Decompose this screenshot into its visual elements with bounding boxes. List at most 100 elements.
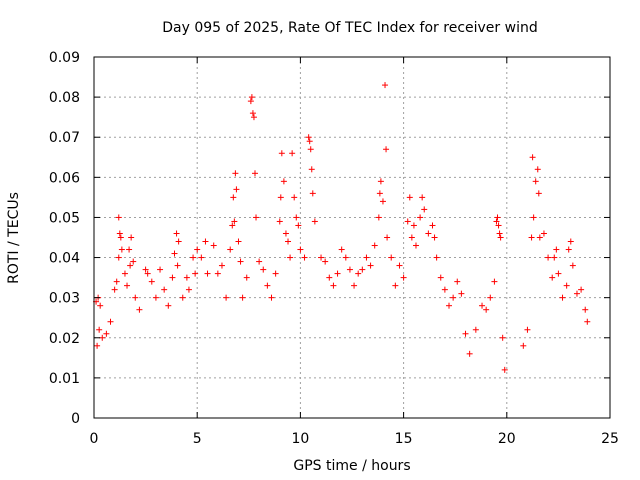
data-point bbox=[130, 258, 137, 265]
data-point bbox=[282, 230, 289, 237]
data-point bbox=[318, 254, 325, 261]
data-point bbox=[396, 262, 403, 269]
data-point bbox=[202, 238, 209, 245]
x-axis-label: GPS time / hours bbox=[293, 458, 410, 474]
x-tick-label: 0 bbox=[90, 431, 99, 447]
data-point bbox=[223, 294, 230, 301]
x-tick-labels: 0 5 10 15 20 25 bbox=[90, 431, 619, 447]
data-point bbox=[584, 318, 591, 325]
data-point bbox=[276, 218, 283, 225]
data-point bbox=[291, 194, 298, 201]
data-point bbox=[330, 282, 337, 289]
data-point bbox=[289, 150, 296, 157]
data-point bbox=[157, 266, 164, 273]
data-point bbox=[117, 234, 124, 241]
data-point bbox=[132, 294, 139, 301]
data-point bbox=[491, 278, 498, 285]
data-point bbox=[210, 242, 217, 249]
y-tick-label: 0.02 bbox=[49, 331, 80, 347]
data-point bbox=[204, 270, 211, 277]
data-point bbox=[359, 266, 366, 273]
data-point bbox=[377, 178, 384, 185]
data-point bbox=[384, 234, 391, 241]
x-tick-label: 20 bbox=[498, 431, 516, 447]
data-point bbox=[233, 186, 240, 193]
data-point bbox=[342, 254, 349, 261]
data-point bbox=[309, 190, 316, 197]
data-point bbox=[573, 290, 580, 297]
data-point bbox=[371, 242, 378, 249]
data-point bbox=[308, 166, 315, 173]
x-tick-label: 5 bbox=[193, 431, 202, 447]
data-point bbox=[306, 138, 313, 145]
data-point bbox=[569, 262, 576, 269]
chart-title: Day 095 of 2025, Rate Of TEC Index for r… bbox=[162, 20, 537, 36]
data-point bbox=[121, 270, 128, 277]
data-point bbox=[355, 270, 362, 277]
data-point bbox=[97, 302, 104, 309]
data-point bbox=[248, 94, 255, 101]
data-point bbox=[136, 306, 143, 313]
data-point bbox=[563, 282, 570, 289]
data-point bbox=[334, 270, 341, 277]
data-point bbox=[410, 222, 417, 229]
data-point bbox=[287, 254, 294, 261]
data-point bbox=[535, 190, 542, 197]
y-tick-label: 0.07 bbox=[49, 130, 80, 146]
y-axis-label: ROTI / TECUs bbox=[6, 192, 22, 284]
x-tick-label: 10 bbox=[291, 431, 309, 447]
data-point bbox=[528, 234, 535, 241]
data-point bbox=[190, 254, 197, 261]
data-point bbox=[567, 238, 574, 245]
data-point bbox=[549, 274, 556, 281]
data-point bbox=[578, 286, 585, 293]
data-point bbox=[311, 218, 318, 225]
data-point bbox=[462, 330, 469, 337]
data-point bbox=[322, 258, 329, 265]
data-point bbox=[441, 286, 448, 293]
data-point bbox=[280, 178, 287, 185]
y-tick-label: 0.05 bbox=[49, 210, 80, 226]
y-tick-label: 0 bbox=[71, 411, 80, 427]
data-point bbox=[277, 194, 284, 201]
data-point bbox=[111, 286, 118, 293]
y-tick-label: 0.06 bbox=[49, 170, 80, 186]
data-point bbox=[161, 286, 168, 293]
data-point bbox=[124, 282, 131, 289]
data-point bbox=[540, 230, 547, 237]
data-point bbox=[520, 342, 527, 349]
data-point bbox=[305, 134, 312, 141]
data-point bbox=[425, 230, 432, 237]
data-point bbox=[326, 274, 333, 281]
data-point bbox=[174, 262, 181, 269]
data-point bbox=[113, 278, 120, 285]
data-point bbox=[218, 262, 225, 269]
data-point bbox=[295, 222, 302, 229]
data-point bbox=[496, 230, 503, 237]
data-point bbox=[400, 274, 407, 281]
data-point bbox=[417, 214, 424, 221]
data-point bbox=[379, 198, 386, 205]
data-point bbox=[103, 330, 110, 337]
data-point bbox=[192, 270, 199, 277]
y-tick-label: 0.01 bbox=[49, 371, 80, 387]
data-point bbox=[307, 146, 314, 153]
data-point bbox=[555, 270, 562, 277]
data-point bbox=[388, 254, 395, 261]
data-point bbox=[94, 342, 101, 349]
data-point bbox=[301, 254, 308, 261]
data-points bbox=[93, 82, 591, 373]
axis-ticks bbox=[93, 56, 611, 419]
data-point bbox=[351, 282, 358, 289]
data-point bbox=[249, 110, 256, 117]
data-point bbox=[96, 326, 103, 333]
data-point bbox=[278, 150, 285, 157]
data-point bbox=[501, 366, 508, 373]
data-point bbox=[495, 222, 502, 229]
data-point bbox=[256, 258, 263, 265]
plot-frame bbox=[93, 56, 611, 419]
data-point bbox=[466, 350, 473, 357]
data-point bbox=[532, 178, 539, 185]
data-point bbox=[231, 218, 238, 225]
data-point bbox=[198, 254, 205, 261]
